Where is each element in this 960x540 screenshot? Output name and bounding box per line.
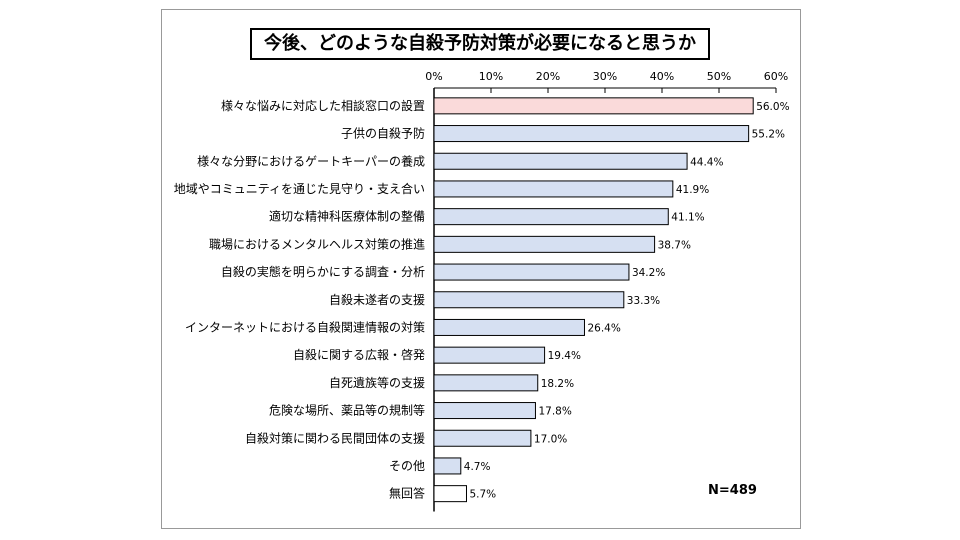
x-tick-label: 60% [764, 70, 788, 83]
x-tick-label: 40% [650, 70, 674, 83]
bar [433, 346, 546, 364]
value-label: 26.4% [587, 322, 620, 334]
value-label: 18.2% [541, 378, 574, 390]
category-label: 職場におけるメンタルヘルス対策の推進 [209, 237, 425, 251]
bar [433, 125, 750, 143]
category-label: 子供の自殺予防 [341, 126, 425, 141]
value-label: 19.4% [548, 350, 581, 362]
value-label: 17.0% [534, 433, 567, 445]
category-label: 適切な精神科医療体制の整備 [269, 209, 425, 224]
category-label: 自殺対策に関わる民間団体の支援 [245, 431, 425, 445]
category-label: 自殺未遂者の支援 [329, 293, 425, 307]
value-label: 4.7% [464, 461, 491, 473]
value-label: 5.7% [469, 489, 496, 501]
category-label: 様々な分野におけるゲートキーパーの養成 [197, 153, 425, 168]
category-label: 自殺の実態を明らかにする調査・分析 [221, 264, 425, 279]
bar [433, 235, 656, 253]
bar [433, 180, 674, 198]
sample-size-annotation: N=489 [708, 483, 757, 498]
category-label: 無回答 [389, 486, 425, 501]
value-label: 41.9% [676, 184, 709, 196]
x-tick-label: 20% [536, 70, 560, 83]
value-label: 56.0% [756, 101, 789, 113]
value-label: 55.2% [752, 129, 785, 141]
bar [433, 374, 539, 392]
category-label: 危険な場所、薬品等の規制等 [269, 403, 425, 418]
bar [433, 485, 467, 503]
value-label: 44.4% [690, 156, 723, 168]
category-label: 自死遺族等の支援 [329, 375, 425, 390]
value-label: 41.1% [671, 212, 704, 224]
x-tick-label: 50% [707, 70, 731, 83]
bar [433, 291, 625, 309]
bar [433, 318, 585, 336]
bar [433, 402, 536, 420]
category-label: その他 [389, 459, 425, 473]
bar [433, 429, 532, 447]
value-label: 33.3% [627, 295, 660, 307]
category-label: インターネットにおける自殺関連情報の対策 [185, 320, 425, 334]
bar [433, 208, 669, 226]
value-label: 17.8% [538, 406, 571, 418]
x-tick-label: 30% [593, 70, 617, 83]
x-tick-label: 0% [425, 70, 442, 83]
chart-title: 今後、どのような自殺予防対策が必要になると思うか [250, 28, 710, 60]
category-label: 様々な悩みに対応した相談窓口の設置 [221, 98, 425, 113]
category-label: 自殺に関する広報・啓発 [293, 347, 425, 362]
x-tick-label: 10% [479, 70, 503, 83]
bar [433, 457, 462, 475]
bar [433, 97, 754, 115]
value-label: 34.2% [632, 267, 665, 279]
bar [433, 152, 688, 170]
category-label: 地域やコミュニティを通じた見守り・支え合い [174, 181, 425, 196]
bar [433, 263, 630, 281]
value-label: 38.7% [658, 239, 691, 251]
